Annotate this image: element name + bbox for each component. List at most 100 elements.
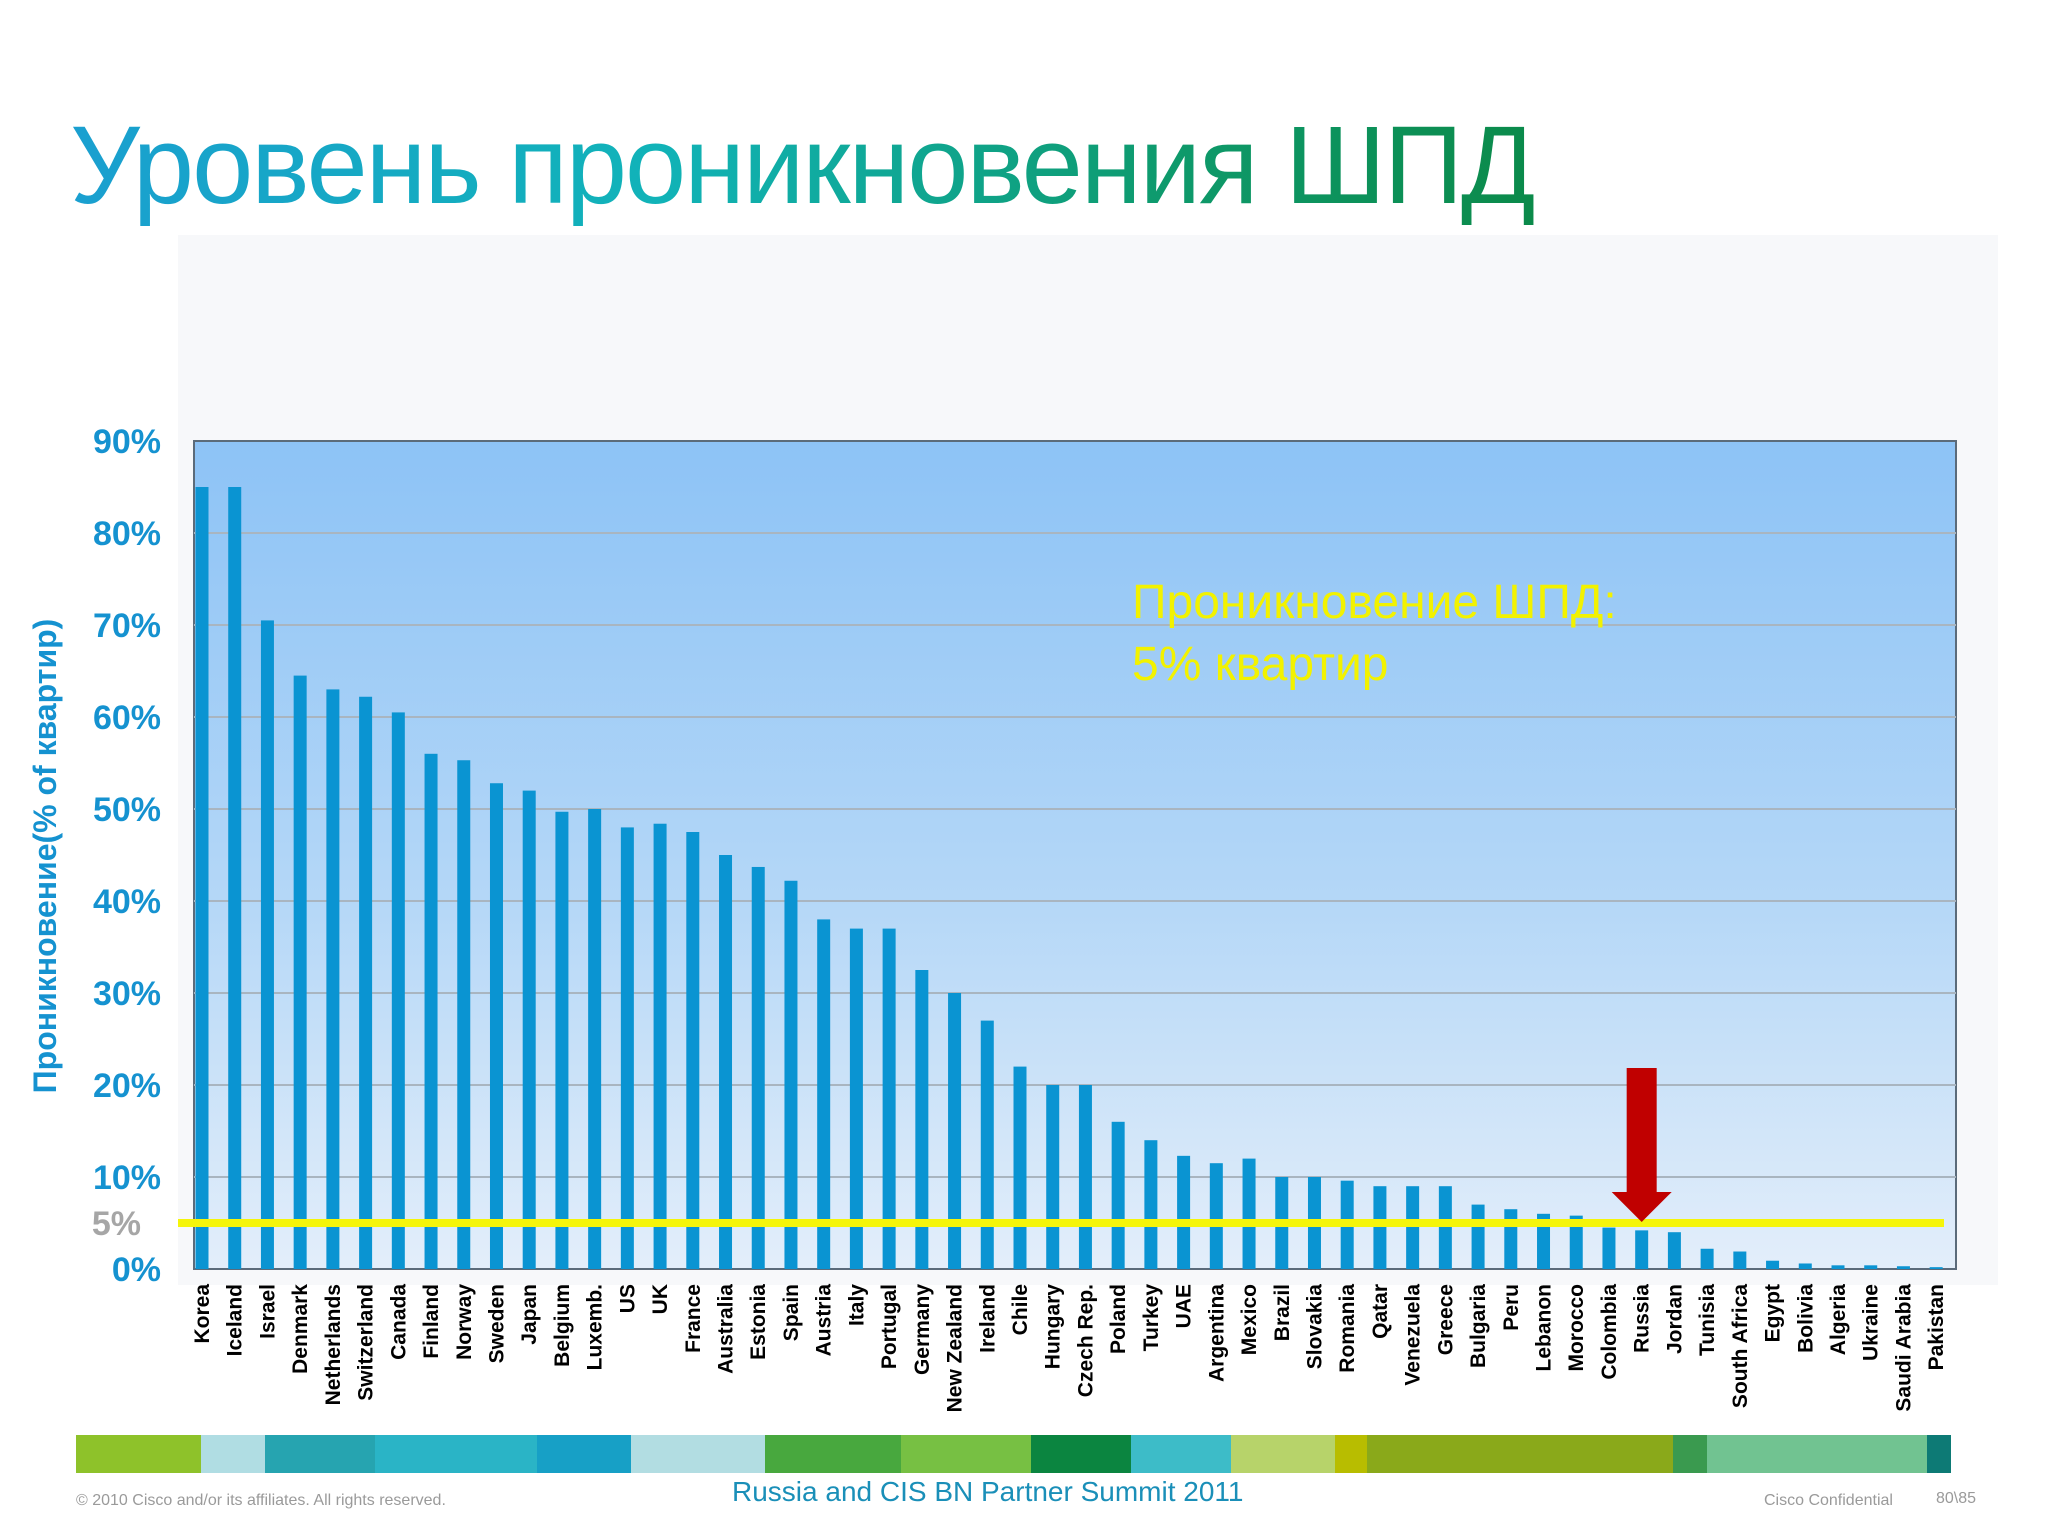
x-category-label: Peru bbox=[1500, 1284, 1523, 1331]
arrow-shaft bbox=[1626, 1068, 1657, 1196]
bar bbox=[1733, 1251, 1747, 1269]
x-category-label: Germany bbox=[911, 1284, 934, 1375]
x-category-label: Jordan bbox=[1663, 1284, 1686, 1354]
bar bbox=[1438, 1186, 1452, 1269]
x-category-label: Venezuela bbox=[1402, 1284, 1425, 1386]
bar bbox=[1504, 1209, 1518, 1269]
x-category-label: Switzerland bbox=[355, 1284, 378, 1401]
bar bbox=[293, 675, 307, 1269]
footer-strip-segment bbox=[1131, 1435, 1231, 1473]
x-category-label: Spain bbox=[780, 1284, 803, 1341]
bar bbox=[359, 696, 373, 1269]
x-category-label: Argentina bbox=[1205, 1284, 1228, 1382]
bar bbox=[424, 753, 438, 1269]
bar bbox=[1144, 1140, 1158, 1269]
y-tick-label: 10% bbox=[93, 1159, 161, 1197]
bar bbox=[1537, 1213, 1551, 1269]
x-category-label: Mexico bbox=[1238, 1284, 1261, 1355]
bar bbox=[1111, 1121, 1125, 1269]
bar bbox=[228, 487, 242, 1269]
bar bbox=[1569, 1215, 1583, 1269]
footer-strip-segment bbox=[631, 1435, 765, 1473]
y-tick-label: 60% bbox=[93, 699, 161, 737]
bar bbox=[1078, 1085, 1092, 1269]
x-category-label: Poland bbox=[1107, 1284, 1130, 1354]
bar bbox=[686, 832, 700, 1269]
y-tick-label: 30% bbox=[93, 975, 161, 1013]
bar bbox=[1798, 1263, 1812, 1269]
y-tick-label: 0% bbox=[112, 1251, 161, 1289]
plot-area bbox=[193, 440, 1957, 1270]
y-tick-labels: 90% 80% 70% 60% 50% 40% 30% 20% 10% 0% 5% bbox=[92, 423, 161, 1289]
x-category-label: Ukraine bbox=[1860, 1284, 1883, 1361]
footer-strip-segment bbox=[76, 1435, 201, 1473]
y-tick-label: 90% bbox=[93, 423, 161, 461]
bar bbox=[1242, 1158, 1256, 1269]
event-name: Russia and CIS BN Partner Summit 2011 bbox=[732, 1476, 1244, 1507]
bar bbox=[195, 487, 209, 1269]
bars-group bbox=[195, 487, 1943, 1269]
footer-strip-segment bbox=[1031, 1435, 1131, 1473]
bar bbox=[1667, 1232, 1681, 1269]
x-category-label: Italy bbox=[845, 1284, 868, 1326]
confidential-label: Cisco Confidential bbox=[1764, 1492, 1893, 1509]
bar bbox=[1700, 1248, 1714, 1269]
footer-strip-segment bbox=[1673, 1435, 1707, 1473]
x-category-label: Lebanon bbox=[1533, 1284, 1556, 1372]
footer-strip-segment bbox=[1367, 1435, 1673, 1473]
bar bbox=[260, 620, 274, 1269]
bar bbox=[948, 993, 962, 1269]
x-category-label: Turkey bbox=[1140, 1284, 1163, 1352]
x-category-label: Tunisia bbox=[1696, 1284, 1719, 1356]
x-category-label: Japan bbox=[518, 1284, 541, 1345]
x-category-label: UK bbox=[649, 1284, 672, 1314]
x-category-label: Finland bbox=[420, 1284, 443, 1359]
x-category-label: Czech Rep. bbox=[1074, 1284, 1097, 1397]
x-category-label: France bbox=[682, 1284, 705, 1353]
bar bbox=[719, 855, 733, 1269]
bar bbox=[849, 928, 863, 1269]
y-tick-label: 20% bbox=[93, 1067, 161, 1105]
x-category-label: Colombia bbox=[1598, 1284, 1621, 1380]
x-category-label: Russia bbox=[1631, 1284, 1654, 1353]
bar bbox=[326, 689, 340, 1269]
x-category-label: Australia bbox=[715, 1284, 738, 1374]
bar bbox=[653, 823, 667, 1269]
bar bbox=[1013, 1066, 1027, 1269]
bar bbox=[1209, 1163, 1223, 1269]
x-category-label: Slovakia bbox=[1303, 1284, 1326, 1370]
bar bbox=[1406, 1186, 1420, 1269]
bar bbox=[1471, 1204, 1485, 1269]
x-category-label: Iceland bbox=[224, 1284, 247, 1356]
x-category-label: Egypt bbox=[1762, 1284, 1785, 1342]
bar bbox=[751, 866, 765, 1269]
x-category-label: Hungary bbox=[1042, 1284, 1065, 1370]
annotation-line2: 5% квартир bbox=[1132, 638, 1389, 691]
bar bbox=[1046, 1085, 1060, 1269]
bar bbox=[1602, 1227, 1616, 1269]
footer-strip-segment bbox=[1927, 1435, 1951, 1473]
bar bbox=[1373, 1186, 1387, 1269]
bar bbox=[1864, 1265, 1878, 1269]
bar bbox=[882, 928, 896, 1269]
x-category-label: Denmark bbox=[289, 1284, 312, 1374]
x-category-label: Morocco bbox=[1565, 1284, 1588, 1372]
footer-strip-segment bbox=[1707, 1435, 1927, 1473]
bar bbox=[1635, 1230, 1649, 1269]
copyright-text: © 2010 Cisco and/or its affiliates. All … bbox=[76, 1492, 446, 1509]
footer-strip-segment bbox=[375, 1435, 537, 1473]
x-category-label: Canada bbox=[387, 1284, 410, 1360]
slide-title: Уровень проникновения ШПД bbox=[70, 100, 1536, 232]
bar bbox=[1929, 1267, 1943, 1269]
page-number: 80\85 bbox=[1936, 1490, 1977, 1507]
y-tick-label: 40% bbox=[93, 883, 161, 921]
footer-strip-segment bbox=[537, 1435, 631, 1473]
gridlines bbox=[194, 532, 1956, 1178]
x-category-label: Korea bbox=[191, 1284, 214, 1344]
bar bbox=[1766, 1260, 1780, 1269]
bar bbox=[784, 880, 798, 1269]
bar bbox=[457, 760, 471, 1269]
x-category-label: Netherlands bbox=[322, 1284, 345, 1405]
arrow-head bbox=[1611, 1192, 1672, 1222]
